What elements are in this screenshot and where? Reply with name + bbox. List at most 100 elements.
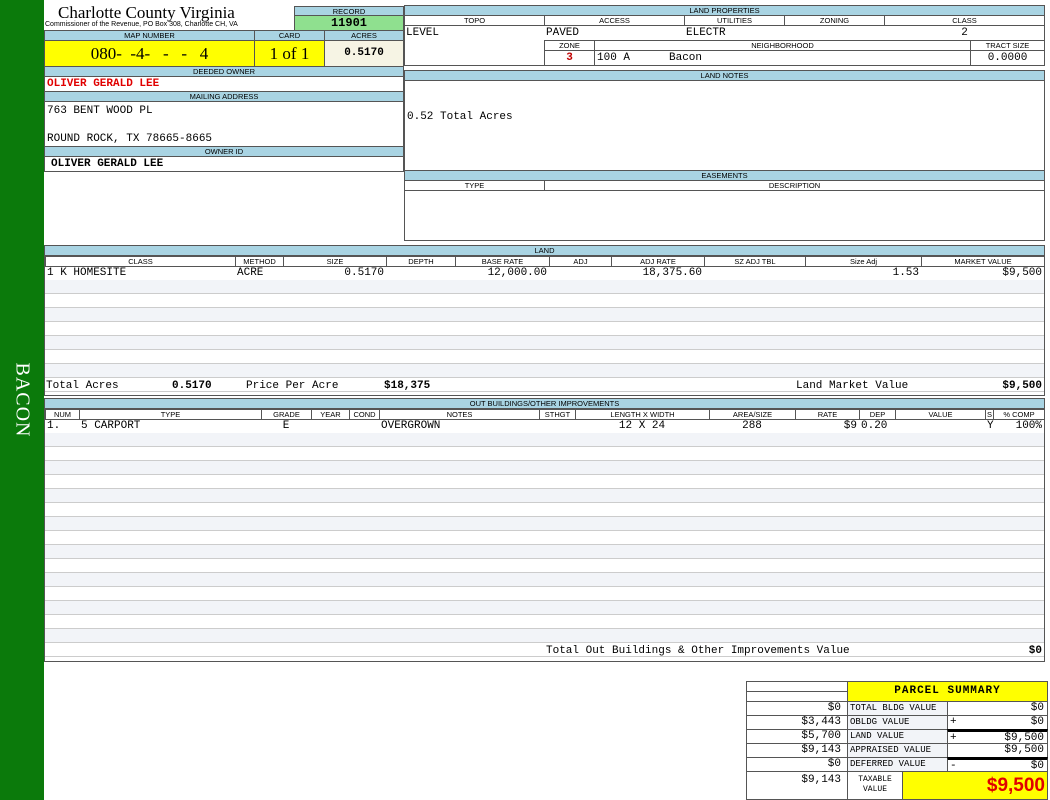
summary-value: $9,500 xyxy=(1004,732,1044,744)
table-row xyxy=(45,461,1044,475)
outbuildings-total: $0 xyxy=(1028,645,1042,657)
easements-body xyxy=(404,190,1045,241)
acres-value: 0.5170 xyxy=(324,40,404,67)
column-header: CLASS xyxy=(45,256,236,267)
summary-label: OBLDG VALUE xyxy=(847,715,948,730)
county-subtitle: Commissioner of the Revenue, PO Box 308,… xyxy=(45,21,238,28)
column-header: RATE xyxy=(795,409,860,420)
mailing-address: 763 BENT WOOD PL ROUND ROCK, TX 78665-86… xyxy=(44,101,404,147)
table-row xyxy=(45,308,1044,322)
table-row xyxy=(45,517,1044,531)
column-header: LENGTH X WIDTH xyxy=(575,409,710,420)
summary-operator: + xyxy=(950,716,957,728)
tract-size-value: 0.0000 xyxy=(987,52,1028,64)
summary-left-value: $5,700 xyxy=(746,729,848,744)
table-cell: OVERGROWN xyxy=(381,420,441,432)
column-header: % COMP xyxy=(993,409,1045,420)
outbuildings-table: NUM TYPE GRADE YEAR COND NOTES STHGT LENGTH X W… xyxy=(44,408,1045,662)
summary-operator: + xyxy=(950,732,957,744)
sidebar-label: BACON xyxy=(11,362,34,438)
table-row xyxy=(45,559,1044,573)
record-number: 11901 xyxy=(294,15,404,31)
column-header: Size Adj xyxy=(805,256,922,267)
address-line-1: 763 BENT WOOD PL xyxy=(47,105,153,117)
table-cell: Y xyxy=(987,420,994,432)
summary-value-cell: $0 xyxy=(947,701,1048,716)
land-notes-body: 0.52 Total Acres xyxy=(404,80,1045,171)
table-row xyxy=(45,294,1044,308)
summary-left-value: $0 xyxy=(746,757,848,772)
column-header: MARKET VALUE xyxy=(921,256,1045,267)
table-row xyxy=(45,643,1044,657)
table-row xyxy=(45,573,1044,587)
table-row xyxy=(45,601,1044,615)
price-per-acre-label: Price Per Acre xyxy=(246,380,339,392)
table-row xyxy=(45,489,1044,503)
column-header: YEAR xyxy=(311,409,350,420)
column-header: ADJ RATE xyxy=(611,256,705,267)
table-cell: $9 xyxy=(843,420,857,432)
column-header: TYPE xyxy=(79,409,262,420)
owner-id: OLIVER GERALD LEE xyxy=(44,156,404,172)
address-line-2: ROUND ROCK, TX 78665-8665 xyxy=(47,133,213,145)
table-cell: 1 K HOMESITE xyxy=(47,267,127,279)
table-row xyxy=(45,503,1044,517)
table-row xyxy=(45,531,1044,545)
column-header: GRADE xyxy=(261,409,312,420)
table-row xyxy=(45,378,1044,392)
land-table: CLASS METHOD SIZE DEPTH BASE RATE ADJ ADJ RATE… xyxy=(44,255,1045,396)
column-header: NUM xyxy=(45,409,80,420)
summary-value-cell: $9,500 xyxy=(947,743,1048,758)
column-header: SZ ADJ TBL xyxy=(704,256,806,267)
outbuildings-total-label: Total Out Buildings & Other Improvements… xyxy=(546,645,850,657)
summary-value-cell: + $9,500 xyxy=(947,729,1048,744)
summary-label: LAND VALUE xyxy=(847,729,948,744)
land-notes-text: 0.52 Total Acres xyxy=(407,111,513,123)
table-row xyxy=(45,615,1044,629)
table-row xyxy=(45,322,1044,336)
summary-label: APPRAISED VALUE xyxy=(847,743,948,758)
table-row xyxy=(45,447,1044,461)
total-acres: 0.5170 xyxy=(172,380,212,392)
class-value: 2 xyxy=(961,27,968,39)
county-title: Charlotte County Virginia xyxy=(58,3,235,22)
summary-label: TOTAL BLDG VALUE xyxy=(847,701,948,716)
summary-value-cell: + $0 xyxy=(947,715,1048,730)
land-market-value-label: Land Market Value xyxy=(796,380,909,392)
map-number: 080- -4- - - 4 xyxy=(44,40,255,67)
utilities-value: ELECTR xyxy=(686,27,726,39)
taxable-label: TAXABLE VALUE xyxy=(847,771,903,800)
land-market-value: $9,500 xyxy=(1002,380,1042,392)
column-header: BASE RATE xyxy=(455,256,550,267)
table-row xyxy=(45,629,1044,643)
column-header: DEPTH xyxy=(386,256,456,267)
taxable-left: $9,143 xyxy=(746,771,848,800)
summary-value: $0 xyxy=(1030,760,1044,772)
neighborhood-value: Bacon xyxy=(669,52,703,64)
column-header: STHGT xyxy=(539,409,576,420)
summary-left-value: $9,143 xyxy=(746,743,848,758)
table-cell: 100% xyxy=(1015,420,1042,432)
table-cell: ACRE xyxy=(237,267,264,279)
table-cell: 5 CARPORT xyxy=(81,420,141,432)
table-row xyxy=(45,545,1044,559)
sidebar: BACON xyxy=(0,0,44,800)
table-cell: 1.53 xyxy=(892,267,919,279)
parcel-summary-title: PARCEL SUMMARY xyxy=(847,681,1048,702)
card-number: 1 of 1 xyxy=(254,40,325,67)
table-cell: 0.20 xyxy=(861,420,888,432)
column-header: DEP xyxy=(859,409,896,420)
summary-left-value: $3,443 xyxy=(746,715,848,730)
column-header: NOTES xyxy=(379,409,540,420)
table-cell: 1. xyxy=(47,420,61,432)
table-cell: 18,375.60 xyxy=(642,267,702,279)
summary-label: DEFERRED VALUE xyxy=(847,757,948,772)
summary-value: $0 xyxy=(1030,702,1044,714)
neighborhood-code: 100 A xyxy=(597,52,631,64)
table-cell: 0.5170 xyxy=(344,267,384,279)
table-row xyxy=(45,350,1044,364)
column-header: AREA/SIZE xyxy=(709,409,796,420)
table-row xyxy=(45,336,1044,350)
column-header: COND xyxy=(349,409,380,420)
summary-value-cell: - $0 xyxy=(947,757,1048,772)
